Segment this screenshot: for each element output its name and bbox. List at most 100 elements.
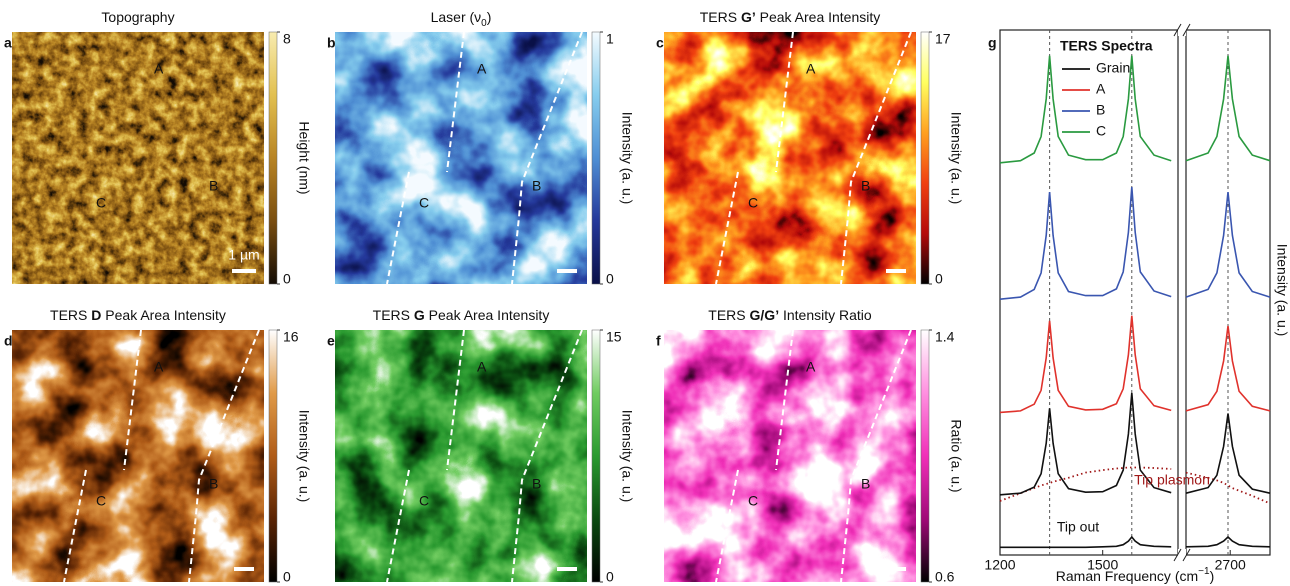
- text-part: ): [487, 9, 492, 25]
- text-part: Intensity Ratio: [779, 307, 872, 323]
- scale-bar-label: 1 µm: [228, 247, 259, 263]
- region-marker: A: [154, 61, 164, 77]
- colorbar-tick-label: 0: [935, 271, 943, 287]
- colorbar-label: Height (nm): [296, 121, 312, 194]
- panel-label: f: [656, 333, 661, 349]
- map-image: [664, 32, 916, 284]
- panel-label: c: [656, 35, 664, 51]
- scale-bar: [232, 269, 256, 273]
- colorbar-tick-label: 0: [606, 271, 614, 287]
- text-part: G/G’: [750, 307, 780, 323]
- colorbar-tick-label: 0: [606, 569, 614, 585]
- scale-bar: [557, 567, 577, 571]
- x-axis-label: Raman Frequency (cm−1): [1056, 566, 1214, 584]
- map-image: [12, 330, 264, 582]
- region-marker: C: [96, 195, 106, 211]
- legend-label: C: [1096, 123, 1106, 139]
- region-marker: C: [748, 195, 758, 211]
- region-marker: A: [477, 61, 487, 77]
- colorbar: [269, 32, 277, 284]
- region-marker: B: [532, 476, 541, 492]
- map-image: [335, 32, 587, 284]
- region-marker: A: [806, 359, 816, 375]
- map-image: [664, 330, 916, 582]
- region-marker: B: [209, 476, 218, 492]
- annotation: Tip out: [1057, 519, 1099, 535]
- spectrum-line: [1000, 187, 1270, 299]
- colorbar-tick-label: 0: [283, 569, 291, 585]
- panel-label: a: [4, 35, 12, 51]
- scale-bar: [557, 269, 577, 273]
- scale-bar: [234, 567, 254, 571]
- text-part: TERS: [700, 9, 741, 25]
- region-marker: B: [532, 178, 541, 194]
- text-part: Peak Area Intensity: [101, 307, 226, 323]
- panel-label: d: [4, 333, 13, 349]
- colorbar-label: Intensity (a. u.): [948, 112, 964, 205]
- text-part: −1: [1198, 566, 1210, 577]
- region-marker: B: [209, 178, 218, 194]
- baseline-line: [1000, 537, 1270, 547]
- region-marker: C: [419, 195, 429, 211]
- region-marker: C: [748, 493, 758, 509]
- colorbar-tick-label: 0: [283, 271, 291, 287]
- colorbar-tick-label: 1.4: [935, 329, 955, 345]
- colorbar-tick-label: 0.6: [935, 569, 955, 585]
- map-image: [12, 32, 264, 284]
- text-part: ): [1210, 568, 1215, 584]
- panel-label: b: [327, 35, 336, 51]
- figure: 1 µmABC08Height (nm)TopographyaABC01Inte…: [0, 0, 1290, 586]
- x-tick-label: 2700: [1215, 557, 1246, 573]
- colorbar-tick-label: 15: [606, 329, 622, 345]
- annotation: Tip plasmon: [1134, 472, 1210, 488]
- spectrum-line: [1000, 56, 1270, 163]
- colorbar-tick-label: 1: [606, 31, 614, 47]
- text-part: Peak Area Intensity: [425, 307, 550, 323]
- text-part: Laser (ν: [431, 9, 482, 25]
- panel-title: TERS D Peak Area Intensity: [50, 307, 226, 323]
- text-part: G: [414, 307, 425, 323]
- colorbar: [921, 330, 929, 582]
- legend-label: A: [1096, 81, 1106, 97]
- x-tick-label: 1200: [984, 557, 1015, 573]
- region-marker: B: [861, 178, 870, 194]
- text-part: TERS: [373, 307, 414, 323]
- scale-bar: [886, 269, 906, 273]
- region-marker: A: [806, 61, 816, 77]
- panel-title: Topography: [101, 9, 174, 25]
- text-part: G’: [741, 9, 756, 25]
- panel-title: TERS G/G’ Intensity Ratio: [708, 307, 872, 323]
- y-axis-label: Intensity (a. u.): [1274, 244, 1290, 337]
- legend-label: B: [1096, 102, 1105, 118]
- panel-label: e: [327, 333, 335, 349]
- colorbar: [269, 330, 277, 582]
- legend-title: TERS Spectra: [1060, 38, 1153, 54]
- region-marker: B: [861, 476, 870, 492]
- region-marker: A: [154, 359, 164, 375]
- region-marker: A: [477, 359, 487, 375]
- text-part: TERS: [708, 307, 749, 323]
- spectrum-line: [1000, 316, 1270, 413]
- panel-title: TERS G’ Peak Area Intensity: [700, 9, 881, 25]
- colorbar-tick-label: 16: [283, 329, 299, 345]
- text-part: Topography: [101, 9, 174, 25]
- legend-label: Grain: [1096, 60, 1130, 76]
- axis-break: [1178, 549, 1186, 561]
- text-part: Peak Area Intensity: [756, 9, 881, 25]
- map-image: [335, 330, 587, 582]
- text-part: Raman Frequency (cm: [1056, 568, 1198, 584]
- colorbar-tick-label: 17: [935, 31, 951, 47]
- panel-label: g: [988, 35, 997, 51]
- colorbar-label: Intensity (a. u.): [619, 410, 635, 503]
- colorbar-label: Ratio (a. u.): [948, 419, 964, 492]
- axis-break: [1178, 24, 1186, 36]
- region-marker: C: [419, 493, 429, 509]
- colorbar: [592, 330, 600, 582]
- colorbar-label: Intensity (a. u.): [296, 410, 312, 503]
- colorbar: [921, 32, 929, 284]
- panel-title: Laser (ν0): [431, 9, 492, 29]
- colorbar-tick-label: 8: [283, 31, 291, 47]
- region-marker: C: [96, 493, 106, 509]
- colorbar-label: Intensity (a. u.): [619, 112, 635, 205]
- text-part: TERS: [50, 307, 91, 323]
